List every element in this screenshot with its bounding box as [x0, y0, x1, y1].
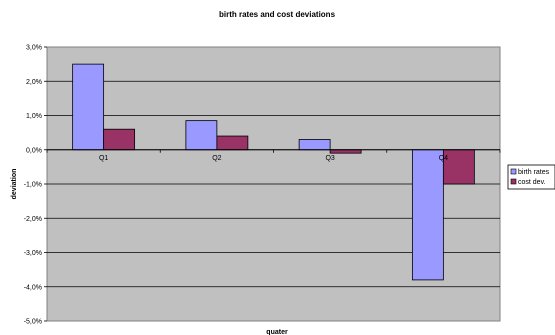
- bar-cost-dev--q1: [103, 128, 136, 151]
- x-tick-label: Q3: [325, 155, 334, 162]
- bar-cost-dev--q3: [329, 149, 362, 154]
- y-tick-label: -5,0%: [24, 319, 42, 326]
- y-tick-label: -1,0%: [24, 182, 42, 189]
- y-tick-label: 2,0%: [26, 79, 42, 86]
- legend: birth rates cost dev.: [507, 164, 555, 190]
- legend-swatch: [510, 178, 517, 185]
- x-axis-title: quater: [266, 329, 288, 335]
- bar-cost-dev--q4: [442, 149, 475, 185]
- y-tick-label: 0,0%: [26, 147, 42, 154]
- bar-cost-dev--q2: [216, 135, 249, 151]
- y-axis-ticks: 3,0% 2,0% 1,0% 0,0% -1,0% -2,0% -3,0% -4,0% -5,0…: [24, 45, 47, 326]
- x-tick-label: Q2: [212, 155, 221, 162]
- legend-label: birth rates: [518, 169, 550, 176]
- x-tick-label: Q4: [439, 155, 448, 162]
- y-tick-label: -3,0%: [24, 250, 42, 257]
- y-axis-title: deviation: [11, 169, 18, 200]
- y-tick-label: -2,0%: [24, 216, 42, 223]
- chart-title: birth rates and cost deviations: [219, 10, 336, 19]
- bar-birth-rates-q2: [185, 120, 218, 151]
- x-tick-label: Q1: [99, 155, 108, 162]
- legend-label: cost dev.: [518, 179, 546, 186]
- bar-birth-rates-q3: [298, 139, 331, 151]
- y-tick-label: 1,0%: [26, 113, 42, 120]
- bar-birth-rates-q4: [411, 149, 444, 281]
- bar-birth-rates-q1: [72, 63, 105, 151]
- y-tick-label: 3,0%: [26, 45, 42, 52]
- bars: [72, 63, 475, 281]
- legend-swatch: [510, 168, 517, 175]
- y-tick-label: -4,0%: [24, 284, 42, 291]
